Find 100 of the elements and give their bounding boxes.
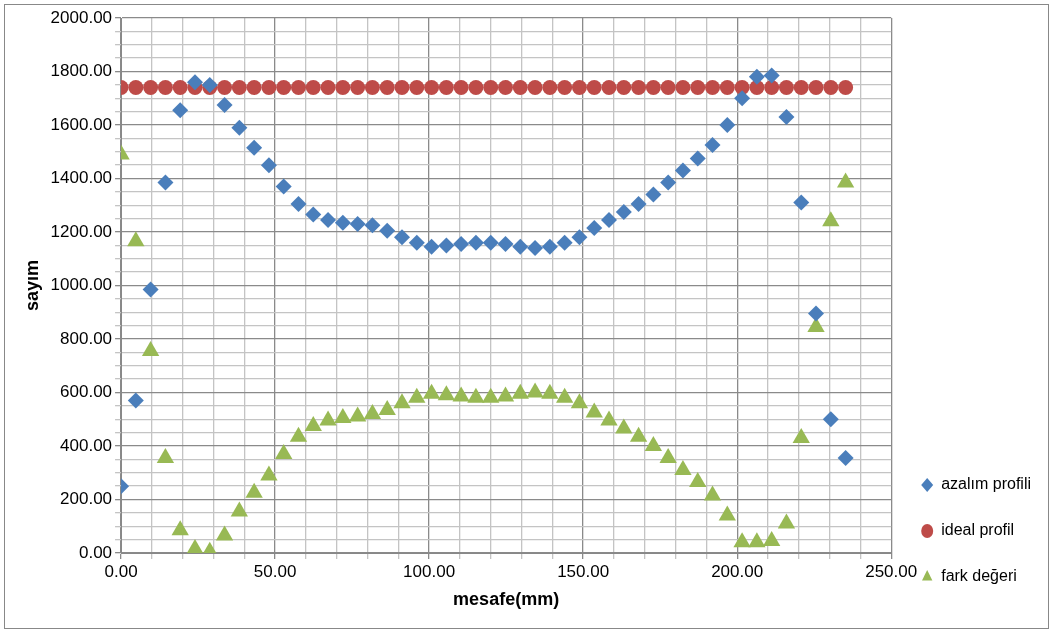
point [570,393,589,409]
point [763,67,780,84]
point [838,80,854,96]
point [171,520,189,536]
point [438,237,455,254]
point [541,383,559,399]
point [748,532,766,548]
point [512,238,529,255]
x-axis-title: mesafe(mm) [453,589,560,610]
point [157,80,173,96]
y-tick-label: 2000.00 [50,7,113,27]
point [541,238,558,255]
point [542,80,558,96]
legend-label: fark değeri [941,567,1017,585]
y-tick-label: 1800.00 [50,61,113,81]
point [319,410,337,426]
point [290,80,306,96]
point [156,448,175,464]
point [157,174,174,191]
point [497,236,514,253]
point [364,217,381,234]
point [511,383,529,399]
legend-label: ideal profil [941,521,1015,539]
point [704,137,721,154]
point [215,525,234,541]
point [141,341,160,357]
point [393,393,411,409]
point [689,150,706,167]
point [275,178,292,195]
point [630,195,647,212]
point [364,80,380,96]
point [734,90,751,107]
point [674,162,691,179]
point [186,74,203,91]
point [555,387,574,403]
point [808,305,825,322]
point [127,231,145,247]
point [644,436,663,451]
point [438,80,454,96]
y-tick-label: 0.00 [78,542,113,562]
point [631,80,647,96]
point [350,80,366,96]
x-tick-label: 50.00 [253,561,297,581]
point [496,386,515,402]
point [645,80,661,96]
point [260,465,278,481]
point [615,203,632,220]
point [217,80,233,96]
point [186,538,204,553]
point [586,80,602,96]
point [246,80,262,96]
point [793,80,809,96]
point [172,102,189,119]
point [822,211,840,227]
point [585,402,603,418]
point [424,80,440,96]
point [629,426,648,442]
y-tick-label: 800.00 [60,328,113,348]
point [334,407,352,423]
point [349,215,366,232]
point [615,418,633,434]
point [733,532,751,548]
point [556,234,573,251]
point [172,80,188,96]
point [674,460,692,476]
point [334,214,351,231]
point [305,206,322,223]
point [660,80,676,96]
point [512,80,528,96]
point [645,186,662,203]
point [675,80,691,96]
point [527,80,543,96]
point [453,80,469,96]
x-tick-label: 0.00 [104,561,138,581]
point [660,174,677,191]
point [128,80,144,96]
point [601,211,618,228]
point [808,80,824,96]
legend-label: azalım profili [941,475,1032,493]
point [231,119,248,136]
point [245,482,263,498]
point [379,222,396,239]
point [600,410,618,426]
point [777,513,796,529]
point [690,80,706,96]
x-tick-label: 250.00 [865,561,918,581]
point [586,219,603,236]
point [468,80,484,96]
point [423,238,440,255]
point [305,80,321,96]
x-tick-label: 150.00 [557,561,610,581]
point [261,80,277,96]
point [453,236,470,253]
y-tick-label: 1600.00 [50,114,113,134]
point [437,385,456,401]
point [320,80,336,96]
point [482,387,500,403]
point [276,80,292,96]
y-tick-label: 1000.00 [50,275,113,295]
point [483,80,499,96]
